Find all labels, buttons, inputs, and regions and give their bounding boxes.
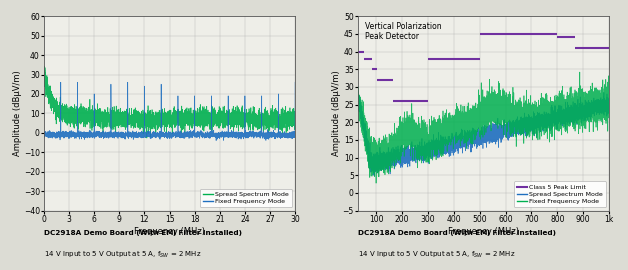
Legend: Spread Spectrum Mode, Fixed Frequency Mode: Spread Spectrum Mode, Fixed Frequency Mo…	[200, 189, 292, 207]
Text: 14 V Input to 5 V Output at 5 A, f$_{SW}$ = 2 MHz: 14 V Input to 5 V Output at 5 A, f$_{SW}…	[358, 249, 516, 260]
Text: 14 V Input to 5 V Output at 5 A, f$_{SW}$ = 2 MHz: 14 V Input to 5 V Output at 5 A, f$_{SW}…	[44, 249, 202, 260]
Y-axis label: Amplitude (dBµV/m): Amplitude (dBµV/m)	[13, 70, 22, 156]
X-axis label: Frequency (MHz): Frequency (MHz)	[134, 227, 205, 235]
Y-axis label: Amplitude (dBµV/m): Amplitude (dBµV/m)	[332, 70, 341, 156]
Text: DC2918A Demo Board (With EMI Filter Installed): DC2918A Demo Board (With EMI Filter Inst…	[44, 230, 242, 236]
Legend: Class 5 Peak Limit, Spread Spectrum Mode, Fixed Frequency Mode: Class 5 Peak Limit, Spread Spectrum Mode…	[514, 181, 606, 207]
Text: Vertical Polarization
Peak Detector: Vertical Polarization Peak Detector	[365, 22, 442, 41]
Text: DC2918A Demo Board (With EMI Filter Installed): DC2918A Demo Board (With EMI Filter Inst…	[358, 230, 556, 236]
X-axis label: Frequency (MHz): Frequency (MHz)	[448, 227, 519, 235]
